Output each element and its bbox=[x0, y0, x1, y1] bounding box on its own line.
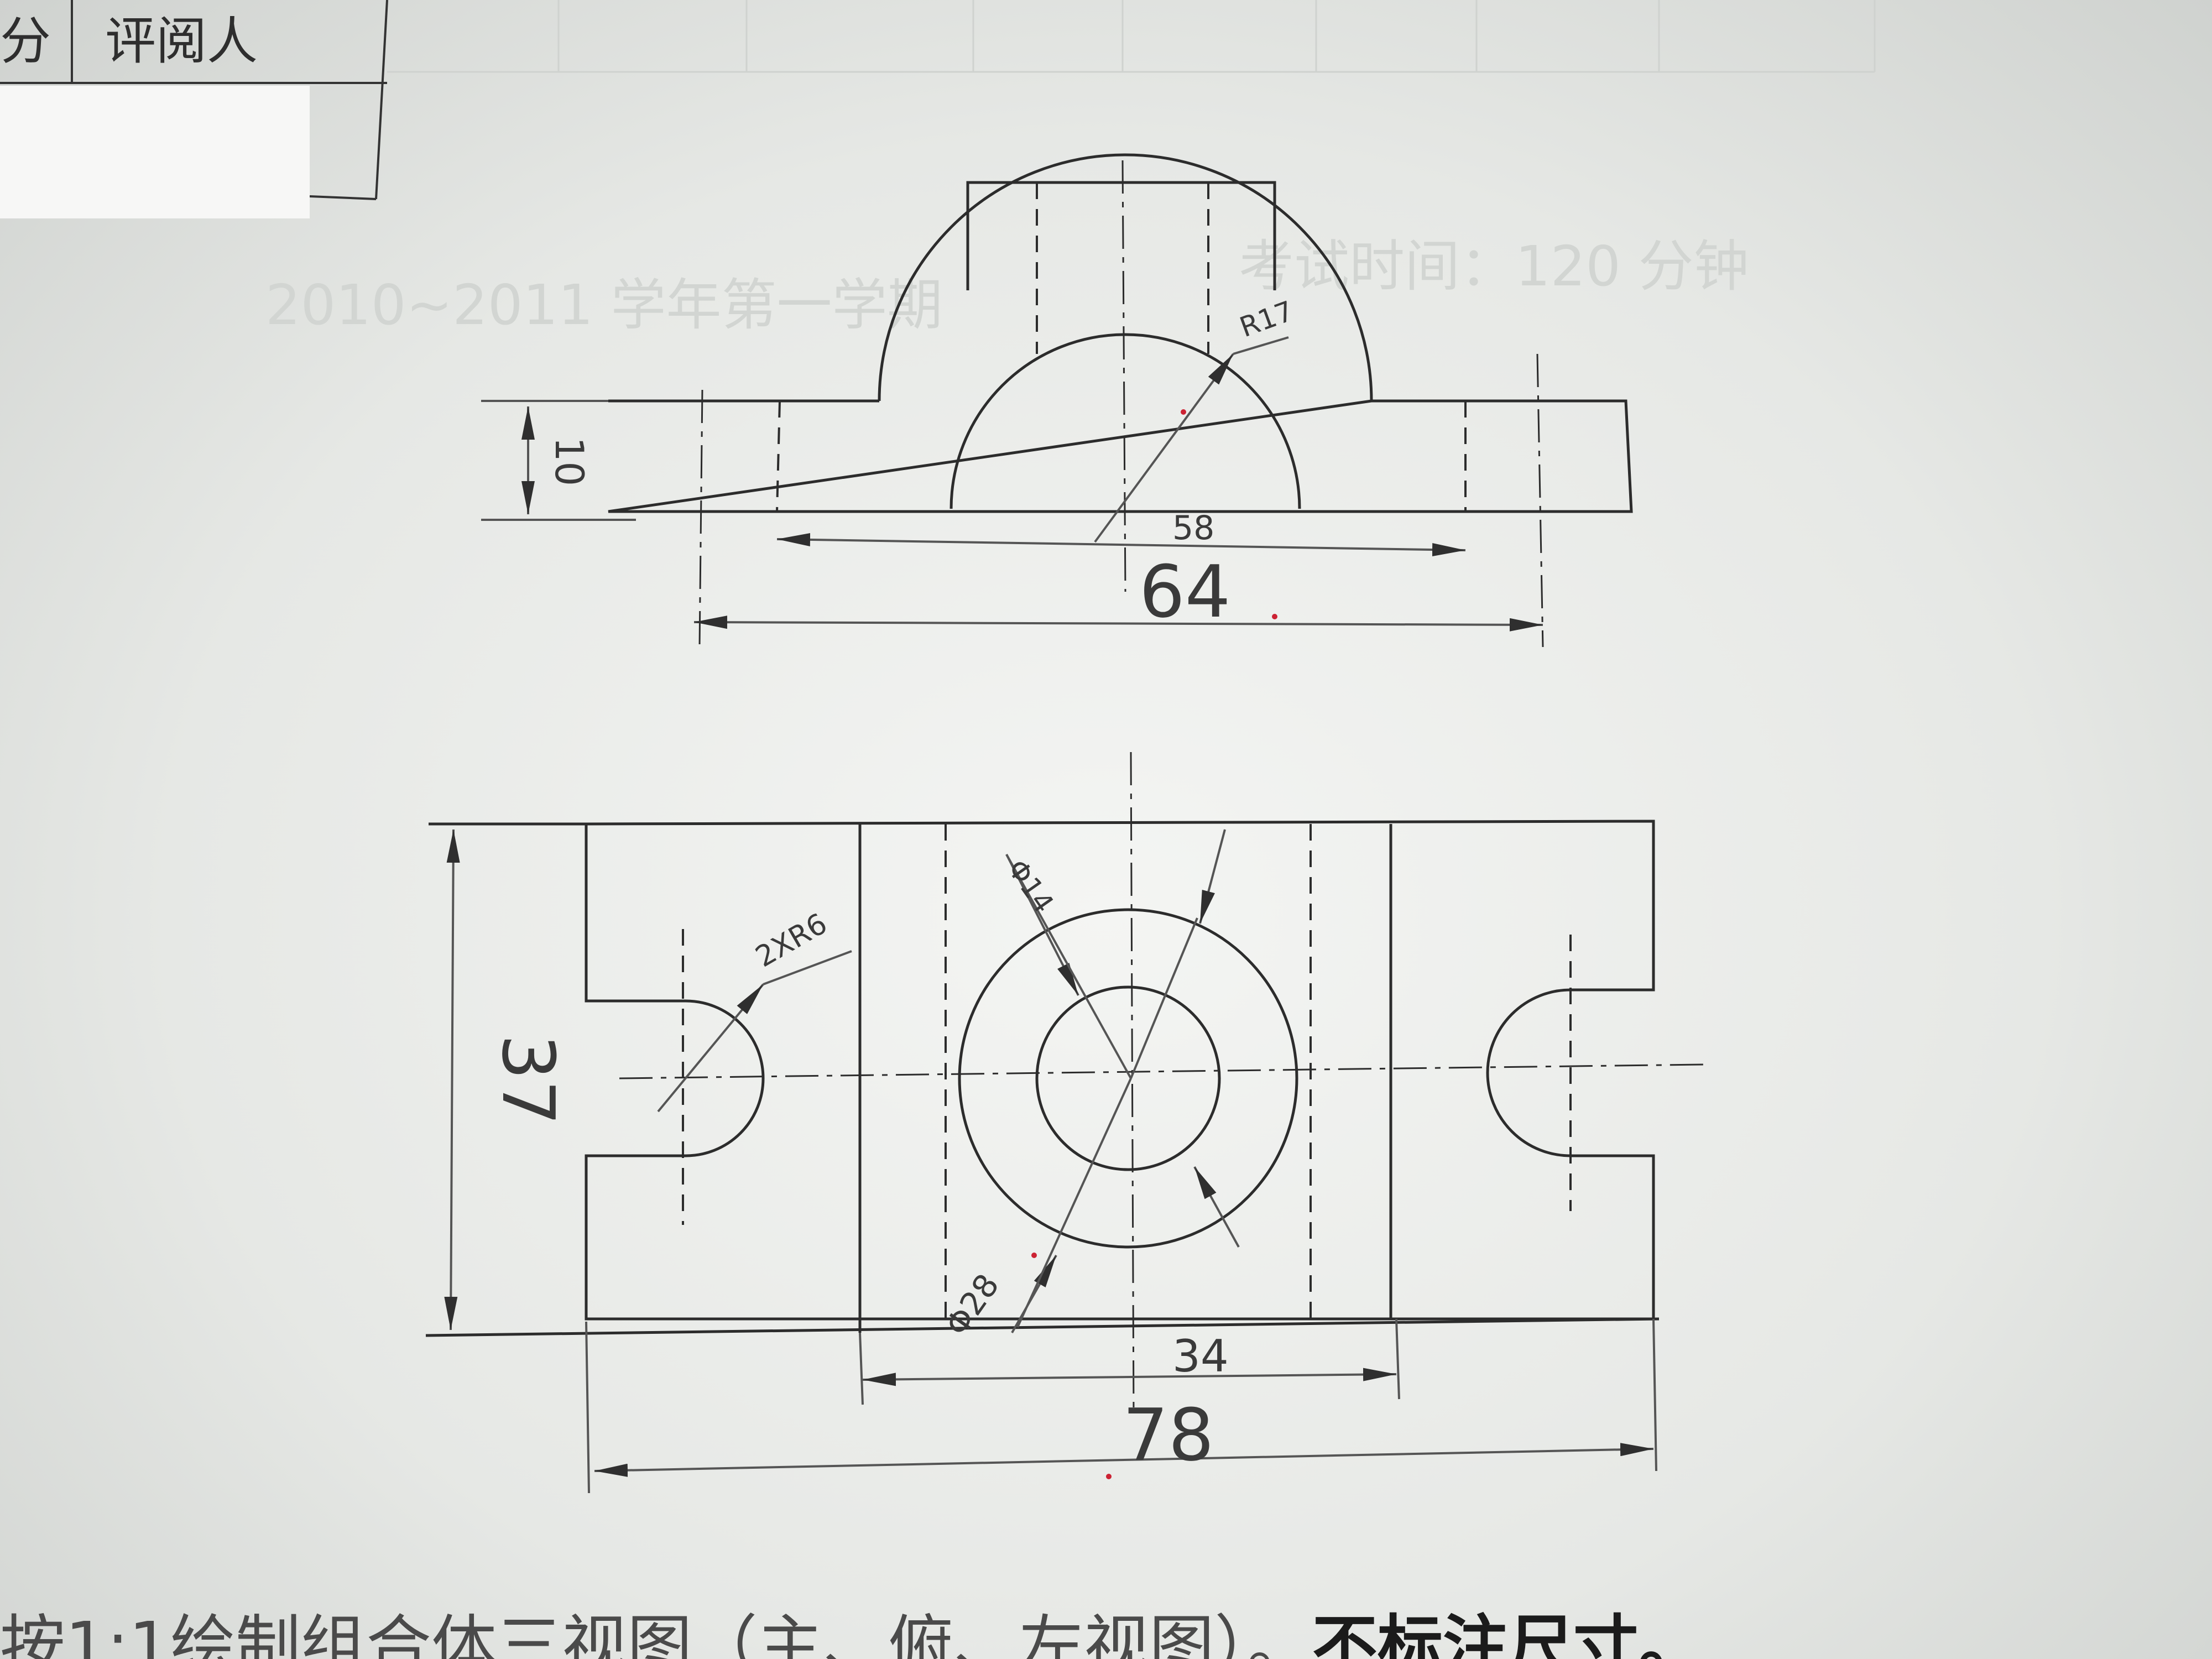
front-outer-arch bbox=[878, 153, 1373, 401]
front-height-label: 10 bbox=[546, 437, 592, 486]
top-bottom-edge bbox=[425, 1317, 1660, 1337]
front-base-outline bbox=[608, 399, 1633, 513]
table-glare bbox=[0, 86, 310, 218]
top-outer-circle-label: Φ28 bbox=[938, 1267, 1006, 1343]
instruction-line: 按1:1绘制组合体三视图（主、俯、左视图）。不标注尺寸。 bbox=[0, 1593, 2212, 1659]
top-inner-circle bbox=[1035, 985, 1221, 1171]
front-dimensions bbox=[481, 336, 1543, 632]
instruction-bold: 不标注尺寸。 bbox=[1312, 1608, 1704, 1659]
score-col-fen: 分 bbox=[0, 12, 51, 71]
score-table bbox=[0, 0, 388, 200]
top-dimensions bbox=[444, 829, 1657, 1494]
top-depth-label: 37 bbox=[486, 1034, 570, 1125]
top-view-outline bbox=[585, 820, 1655, 1321]
front-outer-width-label: 64 bbox=[1139, 550, 1230, 634]
front-center-lines bbox=[698, 160, 1544, 648]
top-middle-width-label: 34 bbox=[1172, 1331, 1229, 1382]
top-view bbox=[425, 820, 1660, 1337]
front-top-boss bbox=[966, 181, 1276, 290]
top-outer-circle bbox=[958, 908, 1298, 1249]
instruction-text: 按1:1绘制组合体三视图（主、俯、左视图）。 bbox=[0, 1608, 1312, 1659]
front-radius-label: R17 bbox=[1235, 295, 1297, 343]
faint-score-grid bbox=[387, 0, 1876, 73]
ghost-exam-year: 2010~2011 学年第一学期 bbox=[265, 273, 943, 337]
top-center-lines bbox=[619, 752, 1704, 1416]
front-view bbox=[608, 153, 1633, 513]
front-hidden-lines bbox=[776, 182, 1467, 512]
top-total-width-label: 78 bbox=[1123, 1393, 1214, 1477]
ghost-exam-time: 考试时间：120 分钟 bbox=[1239, 234, 1749, 299]
front-inner-width-label: 58 bbox=[1172, 509, 1214, 547]
front-inner-semicircle bbox=[950, 333, 1301, 509]
score-col-reviewer: 评阅人 bbox=[105, 12, 258, 71]
red-specks bbox=[1031, 409, 1277, 1479]
